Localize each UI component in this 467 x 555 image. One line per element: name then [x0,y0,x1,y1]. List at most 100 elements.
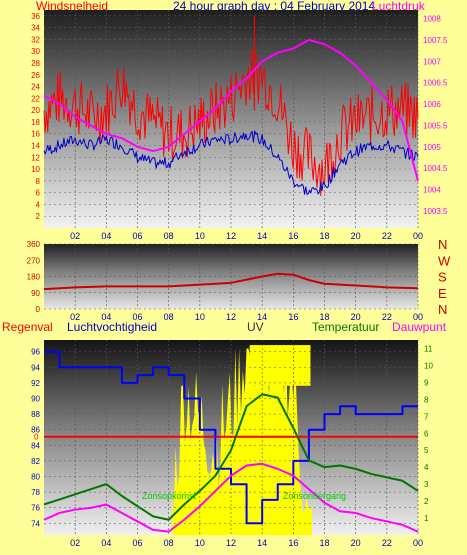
wind-y-tick: 32 [31,35,40,44]
humidity-y-tick: 94 [31,363,40,372]
temperature-label: Temperatuur [312,320,380,334]
humidity-x-tick: 06 [132,538,142,548]
humidity-y-tick: 78 [31,488,40,497]
sunset-label: Zonsondergang [283,491,346,501]
humidity-y-tick: 96 [31,348,40,357]
dewpoint-label: Dauwpunt [392,320,447,334]
direction-y-tick: 360 [27,240,41,249]
pressure-y-tick: 1004 [423,186,441,195]
wind-y-tick: 12 [31,153,40,162]
humidity-y-tick: 74 [31,519,40,528]
humidity-y-tick: 92 [31,379,40,388]
temperature-y-tick: 6 [424,429,429,438]
direction-x-tick: 12 [226,312,236,322]
direction-x-tick: 14 [257,312,267,322]
humidity-y-tick: 90 [31,395,40,404]
wind-y-tick: 24 [31,83,40,92]
wind-x-tick: 00 [413,231,423,241]
compass-tick: N [438,302,447,317]
wind-y-tick: 8 [36,177,41,186]
direction-y-tick: 0 [36,305,41,314]
wind-x-tick: 22 [382,231,392,241]
wind-speed-label: Windsnelheid [36,0,109,13]
humidity-x-tick: 12 [226,538,236,548]
temperature-y-tick: 8 [424,395,429,404]
wind-x-tick: 18 [319,231,329,241]
humidity-x-tick: 20 [351,538,361,548]
temperature-y-tick: 3 [424,480,429,489]
temperature-y-tick: 10 [424,361,433,370]
humidity-x-tick: 16 [288,538,298,548]
wind-y-tick: 18 [31,118,40,127]
wind-x-tick: 10 [195,231,205,241]
direction-x-tick: 22 [382,312,392,322]
wind-y-tick: 34 [31,24,40,33]
wind-x-tick: 20 [351,231,361,241]
humidity-y-tick: 88 [31,410,40,419]
wind-x-tick: 06 [132,231,142,241]
compass-tick: E [438,286,447,301]
uv-peak-block [249,345,311,386]
pressure-label: Luchtdruk [372,0,425,13]
wind-x-tick: 08 [164,231,174,241]
wind-x-tick: 02 [70,231,80,241]
wind-x-tick: 16 [288,231,298,241]
humidity-x-tick: 02 [70,538,80,548]
pressure-y-tick: 1006 [423,100,441,109]
direction-x-tick: 00 [413,312,423,322]
pressure-y-tick: 1004.5 [423,164,448,173]
chart-title: 24 hour graph day : 04 February 2014 [173,0,376,13]
direction-y-tick: 180 [27,273,41,282]
wind-y-tick: 2 [36,212,41,221]
wind-y-tick: 36 [31,12,40,21]
direction-x-tick: 18 [319,312,329,322]
humidity-x-tick: 22 [382,538,392,548]
direction-y-tick: 90 [31,289,40,298]
pressure-y-tick: 1006.5 [423,79,448,88]
wind-x-tick: 14 [257,231,267,241]
humidity-y-tick: 86 [31,426,40,435]
pressure-y-tick: 1008 [423,15,441,24]
temperature-y-tick: 2 [424,497,429,506]
temperature-y-tick: 4 [424,463,429,472]
wind-x-tick: 12 [226,231,236,241]
temperature-line [43,393,419,521]
wind-base-line [43,130,419,195]
temperature-y-tick: 1 [424,514,429,523]
pressure-y-tick: 1003.5 [423,207,448,216]
pressure-y-tick: 1005 [423,143,441,152]
wind-y-tick: 10 [31,165,40,174]
wind-y-tick: 6 [36,189,41,198]
humidity-x-tick: 14 [257,538,267,548]
humidity-x-tick: 08 [164,538,174,548]
pressure-y-tick: 1007 [423,57,441,66]
dewpoint-line [43,462,419,533]
rain-label: Regenval [2,320,53,334]
humidity-x-tick: 00 [413,538,423,548]
wind-y-tick: 14 [31,142,40,151]
humidity-x-tick: 18 [319,538,329,548]
temperature-y-tick: 5 [424,446,429,455]
compass-tick: S [438,270,447,285]
wind-x-tick: 04 [101,231,111,241]
humidity-x-tick: 04 [101,538,111,548]
humidity-x-tick: 10 [195,538,205,548]
direction-x-tick: 04 [101,312,111,322]
wind-y-tick: 16 [31,130,40,139]
rain-y-tick: 0 [34,433,39,442]
wind-y-tick: 20 [31,106,40,115]
humidity-line [44,350,418,525]
temperature-y-tick: 11 [424,344,433,353]
direction-y-tick: 270 [27,256,41,265]
wind-speed-line [43,47,419,196]
temperature-y-tick: 9 [424,378,429,387]
wind-y-tick: 4 [36,200,41,209]
direction-x-tick: 10 [195,312,205,322]
sunrise-label: Zonsopkomst [142,491,197,501]
direction-x-tick: 08 [164,312,174,322]
uv-label: UV [247,320,264,334]
wind-y-tick: 28 [31,59,40,68]
compass-tick: W [438,253,451,268]
direction-x-tick: 02 [70,312,80,322]
